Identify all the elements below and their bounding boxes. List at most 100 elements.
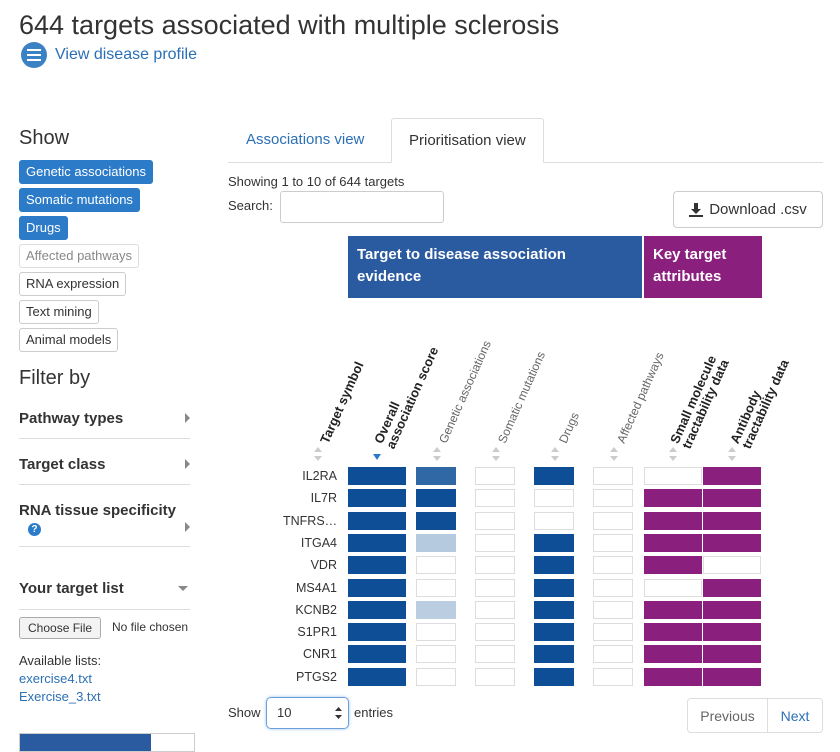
cell-small-molecule[interactable]: [644, 489, 702, 508]
cell-genetic[interactable]: [416, 511, 456, 530]
row-target-symbol[interactable]: ITGA4: [300, 535, 337, 550]
cell-drugs[interactable]: [534, 533, 574, 552]
cell-genetic[interactable]: [416, 556, 456, 575]
cell-pathways[interactable]: [593, 600, 633, 619]
cell-somatic[interactable]: [475, 645, 515, 664]
tab-prioritisation-view[interactable]: Prioritisation view: [391, 118, 544, 163]
cell-pathways[interactable]: [593, 533, 633, 552]
cell-small-molecule[interactable]: [644, 467, 702, 485]
show-rna-expression-chip[interactable]: RNA expression: [19, 272, 127, 296]
cell-pathways[interactable]: [593, 489, 633, 508]
cell-somatic[interactable]: [475, 556, 515, 575]
cell-pathways[interactable]: [593, 667, 633, 686]
sort-icon[interactable]: [610, 447, 618, 461]
row-target-symbol[interactable]: PTGS2: [296, 669, 337, 684]
cell-overall-score[interactable]: [348, 667, 406, 686]
available-list-link[interactable]: Exercise_3.txt: [19, 689, 101, 704]
cell-somatic[interactable]: [475, 489, 515, 508]
row-target-symbol[interactable]: MS4A1: [296, 580, 337, 595]
cell-somatic[interactable]: [475, 600, 515, 619]
cell-somatic[interactable]: [475, 578, 515, 597]
cell-small-molecule[interactable]: [644, 667, 702, 686]
cell-genetic[interactable]: [416, 467, 456, 485]
cell-overall-score[interactable]: [348, 467, 406, 485]
row-target-symbol[interactable]: IL7R: [310, 491, 337, 506]
cell-genetic[interactable]: [416, 578, 456, 597]
cell-somatic[interactable]: [475, 533, 515, 552]
sort-icon[interactable]: [314, 447, 322, 461]
cell-antibody[interactable]: [703, 578, 761, 597]
cell-pathways[interactable]: [593, 467, 633, 485]
show-affected-pathways-chip[interactable]: Affected pathways: [19, 244, 139, 268]
cell-small-molecule[interactable]: [644, 578, 702, 597]
cell-small-molecule[interactable]: [644, 533, 702, 552]
cell-antibody[interactable]: [703, 511, 761, 530]
available-list-link[interactable]: exercise4.txt: [19, 671, 92, 686]
cell-antibody[interactable]: [703, 645, 761, 664]
cell-drugs[interactable]: [534, 578, 574, 597]
row-target-symbol[interactable]: S1PR1: [297, 625, 337, 640]
filter-rna-tissue-specificity[interactable]: RNA tissue specificity ?: [19, 502, 190, 547]
column-header-small-molecule[interactable]: Small molecule tractability data: [667, 353, 732, 451]
column-header-drugs[interactable]: Drugs: [556, 410, 582, 446]
filter-pathway-types[interactable]: Pathway types: [19, 410, 190, 439]
cell-pathways[interactable]: [593, 623, 633, 642]
cell-somatic[interactable]: [475, 511, 515, 530]
next-button[interactable]: Next: [780, 707, 810, 724]
previous-button[interactable]: Previous: [688, 699, 768, 732]
cell-pathways[interactable]: [593, 556, 633, 575]
cell-drugs[interactable]: [534, 600, 574, 619]
cell-antibody[interactable]: [703, 623, 761, 642]
column-header-somatic-mutations[interactable]: Somatic mutations: [495, 349, 549, 446]
cell-antibody[interactable]: [703, 533, 761, 552]
column-header-target-symbol[interactable]: Target symbol: [317, 359, 367, 446]
cell-drugs[interactable]: [534, 467, 574, 485]
cell-overall-score[interactable]: [348, 645, 406, 664]
cell-overall-score[interactable]: [348, 489, 406, 508]
cell-antibody[interactable]: [703, 667, 761, 686]
cell-antibody[interactable]: [703, 467, 761, 485]
cell-overall-score[interactable]: [348, 623, 406, 642]
tab-associations-view[interactable]: Associations view: [246, 131, 365, 148]
your-target-list-toggle[interactable]: Your target list: [19, 580, 190, 610]
cell-pathways[interactable]: [593, 578, 633, 597]
show-text-mining-chip[interactable]: Text mining: [19, 300, 99, 324]
cell-drugs[interactable]: [534, 667, 574, 686]
cell-pathways[interactable]: [593, 511, 633, 530]
cell-drugs[interactable]: [534, 645, 574, 664]
cell-drugs[interactable]: [534, 556, 574, 575]
cell-small-molecule[interactable]: [644, 511, 702, 530]
cell-somatic[interactable]: [475, 667, 515, 686]
cell-genetic[interactable]: [416, 667, 456, 686]
row-target-symbol[interactable]: TNFRS…: [283, 513, 337, 528]
cell-antibody[interactable]: [703, 556, 761, 575]
column-header-antibody[interactable]: Antibody tractability data: [727, 357, 792, 451]
choose-file-button[interactable]: Choose File: [19, 617, 102, 639]
show-drugs-chip[interactable]: Drugs: [19, 216, 68, 240]
help-icon[interactable]: ?: [28, 523, 41, 536]
entries-select[interactable]: 10: [266, 697, 349, 729]
cell-small-molecule[interactable]: [644, 623, 702, 642]
cell-overall-score[interactable]: [348, 578, 406, 597]
view-disease-profile-link[interactable]: View disease profile: [21, 42, 197, 68]
filter-target-class[interactable]: Target class: [19, 456, 190, 485]
show-somatic-mutations-chip[interactable]: Somatic mutations: [19, 188, 140, 212]
column-header-genetic-associations[interactable]: Genetic associations: [436, 338, 494, 446]
cell-antibody[interactable]: [703, 489, 761, 508]
sort-icon[interactable]: [669, 447, 677, 461]
sort-icon[interactable]: [728, 447, 736, 461]
download-csv-button[interactable]: Download .csv: [673, 191, 823, 228]
cell-pathways[interactable]: [593, 645, 633, 664]
row-target-symbol[interactable]: IL2RA: [302, 469, 337, 483]
sort-icon[interactable]: [492, 447, 500, 461]
show-animal-models-chip[interactable]: Animal models: [19, 328, 119, 352]
cell-genetic[interactable]: [416, 623, 456, 642]
cell-small-molecule[interactable]: [644, 600, 702, 619]
cell-overall-score[interactable]: [348, 533, 406, 552]
cell-drugs[interactable]: [534, 489, 574, 508]
cell-overall-score[interactable]: [348, 600, 406, 619]
cell-small-molecule[interactable]: [644, 556, 702, 575]
sort-icon[interactable]: [433, 447, 441, 461]
show-genetic-associations-chip[interactable]: Genetic associations: [19, 160, 153, 184]
cell-overall-score[interactable]: [348, 556, 406, 575]
